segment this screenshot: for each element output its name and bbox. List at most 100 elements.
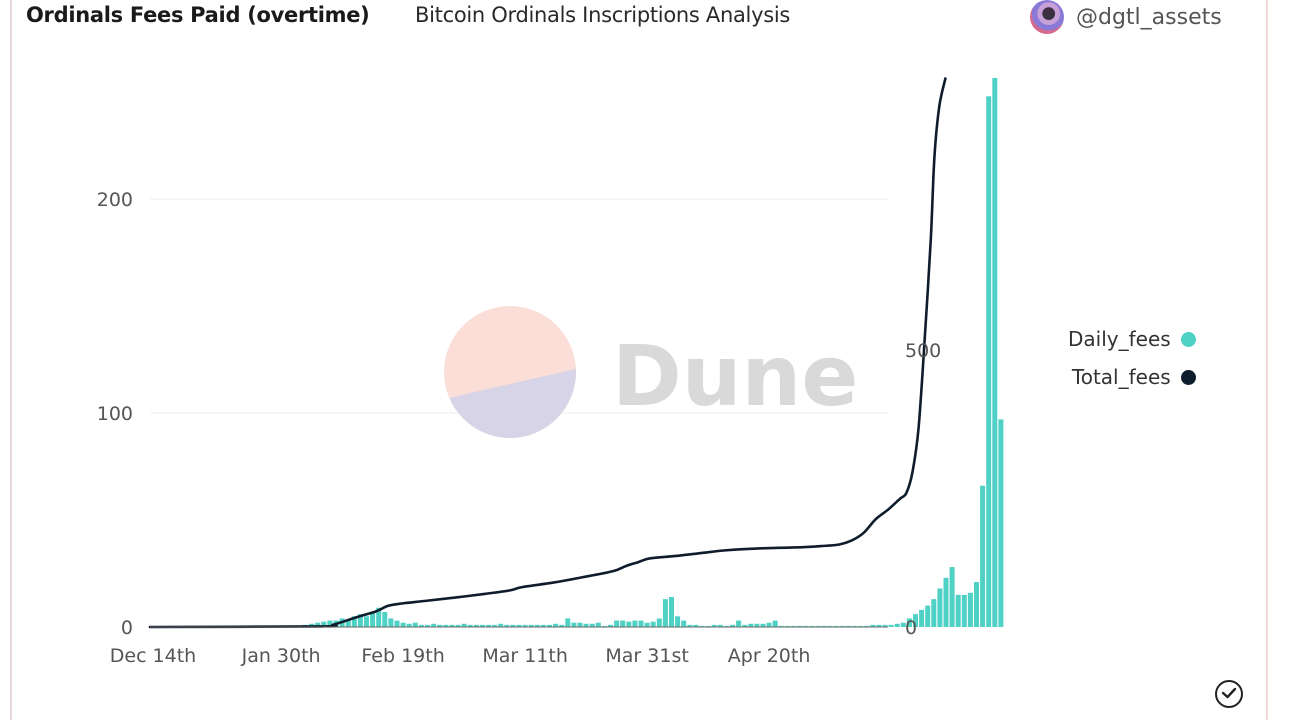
daily-fees-bar <box>644 622 650 627</box>
daily-fees-bar <box>845 625 851 627</box>
legend-dot-icon <box>1180 331 1196 347</box>
daily-fees-bar <box>455 624 461 627</box>
daily-fees-bar <box>394 620 400 627</box>
daily-fees-bar <box>632 620 638 627</box>
daily-fees-bar <box>797 625 803 627</box>
daily-fees-bar <box>583 623 589 627</box>
author-name[interactable]: @dgtl_assets <box>1076 4 1222 30</box>
daily-fees-bar <box>809 625 815 627</box>
daily-fees-bar <box>815 625 821 627</box>
daily-fees-bar <box>431 623 437 627</box>
daily-fees-bar <box>681 620 687 627</box>
author[interactable]: @dgtl_assets <box>1030 0 1222 34</box>
daily-fees-bar <box>723 625 729 627</box>
daily-fees-bar <box>485 624 492 627</box>
daily-fees-bar <box>595 622 601 627</box>
daily-fees-bar <box>906 618 912 627</box>
daily-fees-bar <box>772 620 778 627</box>
y-right-tick-label: 0 <box>905 617 917 639</box>
daily-fees-bar <box>370 612 376 627</box>
daily-fees-bar <box>827 625 833 627</box>
daily-fees-bar <box>888 624 894 627</box>
x-tick-label: Feb 19th <box>361 645 444 667</box>
daily-fees-bar <box>760 623 766 627</box>
check-circle-icon[interactable] <box>1215 680 1243 708</box>
daily-fees-bar <box>400 622 406 627</box>
daily-fees-bar <box>418 624 424 627</box>
legend-item-daily-fees[interactable]: Daily_fees <box>1068 320 1196 358</box>
daily-fees-bar <box>803 625 809 627</box>
daily-fees-bar <box>620 620 626 627</box>
x-axis: Dec 14th Jan 30th Feb 19th Mar 11th Mar 31st… <box>110 645 811 667</box>
legend-item-total-fees[interactable]: Total_fees <box>1068 358 1196 396</box>
daily-fees-bar <box>553 623 559 627</box>
daily-fees-bar <box>363 616 370 627</box>
legend-dot-icon <box>1180 369 1196 385</box>
daily-fees-bar <box>778 625 784 627</box>
daily-fees-bar <box>943 577 949 627</box>
y-axis-left: 0 100 200 <box>97 189 133 639</box>
daily-fees-bar <box>479 624 485 627</box>
daily-fees-bar <box>821 625 827 627</box>
daily-fees-bar <box>565 618 571 627</box>
daily-fees-bar <box>577 622 583 627</box>
daily-fees-bar <box>717 624 723 627</box>
daily-fees-bar <box>504 624 510 627</box>
dashboard-title[interactable]: Bitcoin Ordinals Inscriptions Analysis <box>415 3 791 27</box>
daily-fees-bar <box>711 624 717 627</box>
daily-fees-bar <box>345 620 351 627</box>
daily-fees-bar <box>351 616 357 627</box>
daily-fees-bar <box>382 612 388 627</box>
daily-fees-bar <box>736 620 742 627</box>
daily-fees-bar <box>882 624 888 627</box>
x-tick-label: Jan 30th <box>241 645 321 667</box>
y-left-tick-label: 200 <box>97 189 133 211</box>
daily-fees-bar <box>528 624 534 627</box>
chart-card <box>10 0 1268 720</box>
daily-fees-bar <box>754 623 760 627</box>
y-axis-right: 0 500 <box>905 340 941 639</box>
daily-fees-bar <box>937 588 943 627</box>
daily-fees-bar <box>870 624 876 627</box>
watermark-text: Dune <box>612 327 858 425</box>
daily-fees-bar <box>540 624 546 627</box>
daily-fees-bar <box>900 622 906 627</box>
daily-fees-bar <box>626 621 632 627</box>
daily-fees-bar <box>412 622 418 627</box>
daily-fees-bar <box>461 623 467 627</box>
daily-fees-bar <box>424 624 431 627</box>
dune-watermark: Dune <box>444 306 858 438</box>
daily-fees-bar <box>589 623 595 627</box>
y-left-tick-label: 0 <box>121 617 133 639</box>
daily-fees-bar <box>546 624 553 627</box>
daily-fees-bar <box>931 599 937 627</box>
daily-fees-bar <box>876 624 882 627</box>
legend-label: Total_fees <box>1071 365 1171 389</box>
daily-fees-bar <box>858 625 864 627</box>
total-fees-line <box>148 77 947 629</box>
daily-fees-bar <box>839 625 845 627</box>
daily-fees-bar <box>650 621 656 627</box>
daily-fees-bar <box>833 625 839 627</box>
daily-fees-bar <box>437 624 443 627</box>
daily-fees-bar <box>498 623 504 627</box>
x-tick-label: Dec 14th <box>110 645 196 667</box>
daily-fees-bar <box>955 594 961 627</box>
x-tick-label: Mar 11th <box>482 645 568 667</box>
daily-fees-bar <box>675 616 681 627</box>
daily-fees-bars <box>296 78 1004 627</box>
daily-fees-bar <box>705 625 711 627</box>
daily-fees-bar <box>473 624 479 627</box>
daily-fees-bar <box>327 620 333 627</box>
daily-fees-bar <box>919 609 925 627</box>
y-right-tick-label: 500 <box>905 340 941 362</box>
avatar[interactable] <box>1030 0 1064 34</box>
x-tick-label: Mar 31st <box>605 645 688 667</box>
daily-fees-bar <box>967 592 973 627</box>
daily-fees-bar <box>925 605 931 627</box>
daily-fees-bar <box>687 624 693 627</box>
daily-fees-bar <box>516 624 522 627</box>
daily-fees-bar <box>321 621 327 627</box>
daily-fees-bar <box>638 620 644 627</box>
